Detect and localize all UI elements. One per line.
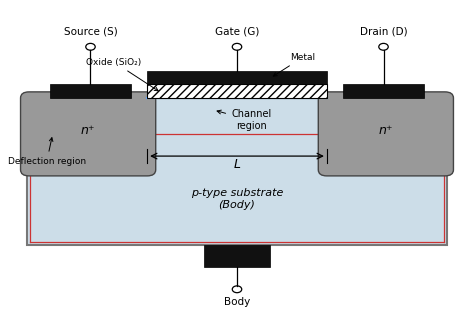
Bar [147,71,327,84]
Bar [343,84,424,98]
Text: L: L [234,158,240,171]
Bar [147,84,327,98]
Text: Drain (D): Drain (D) [360,27,407,36]
Text: Body: Body [224,297,250,307]
FancyBboxPatch shape [318,92,454,176]
Bar [204,245,270,267]
Text: n⁺: n⁺ [379,124,393,137]
Text: Metal: Metal [273,53,316,76]
Text: p-type substrate
(Body): p-type substrate (Body) [191,188,283,210]
Bar [27,98,447,245]
FancyBboxPatch shape [20,92,156,176]
Text: n⁺: n⁺ [81,124,95,137]
Text: Channel
region: Channel region [217,109,271,131]
Text: Deflection region: Deflection region [8,138,86,166]
Text: Source (S): Source (S) [64,27,118,36]
Text: Gate (G): Gate (G) [215,27,259,36]
Text: Oxide (SiO₂): Oxide (SiO₂) [86,58,158,91]
Bar [50,84,131,98]
